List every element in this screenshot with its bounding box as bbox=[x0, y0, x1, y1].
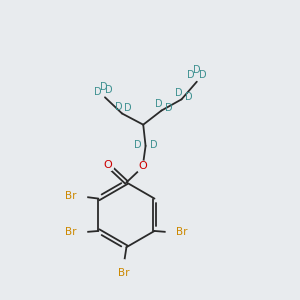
Text: D: D bbox=[100, 82, 107, 92]
Text: D: D bbox=[105, 85, 112, 95]
Circle shape bbox=[74, 190, 87, 203]
Text: O: O bbox=[139, 161, 148, 172]
Text: D: D bbox=[193, 65, 201, 76]
Text: Br: Br bbox=[176, 227, 188, 237]
Text: D: D bbox=[165, 103, 173, 112]
Text: D: D bbox=[185, 92, 193, 102]
Circle shape bbox=[117, 260, 130, 273]
Text: D: D bbox=[155, 99, 163, 109]
Text: D: D bbox=[175, 88, 183, 98]
Circle shape bbox=[102, 159, 114, 171]
Text: Br: Br bbox=[65, 191, 76, 201]
Text: Br: Br bbox=[65, 227, 76, 237]
Circle shape bbox=[137, 161, 148, 173]
Circle shape bbox=[166, 226, 179, 239]
Text: D: D bbox=[199, 70, 206, 80]
Text: D: D bbox=[115, 102, 122, 112]
Text: D: D bbox=[94, 87, 102, 97]
Text: D: D bbox=[134, 140, 141, 150]
Text: Br: Br bbox=[118, 268, 129, 278]
Text: D: D bbox=[150, 140, 157, 150]
Text: D: D bbox=[187, 70, 194, 80]
Circle shape bbox=[74, 226, 87, 239]
Text: D: D bbox=[124, 103, 131, 112]
Text: O: O bbox=[103, 160, 112, 170]
